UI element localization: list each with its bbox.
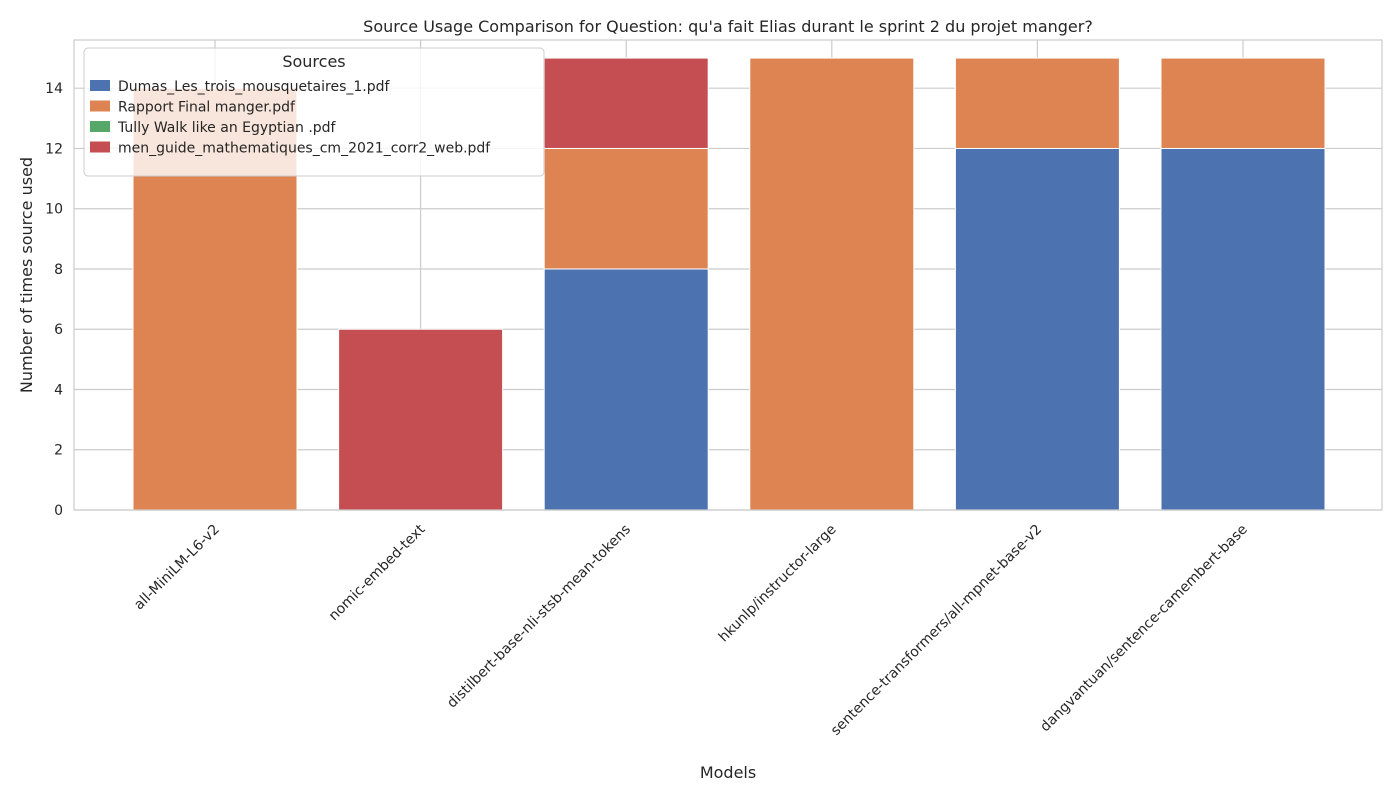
- y-tick-label: 12: [45, 141, 63, 157]
- legend-title: Sources: [282, 52, 345, 71]
- bar-segment: [749, 57, 915, 511]
- bar-segment: [954, 147, 1120, 511]
- plot-frame: [73, 39, 1383, 511]
- y-tick-label: 8: [54, 262, 63, 278]
- y-tick-labels: 0 2 4 6 8 10 12 14: [45, 81, 63, 519]
- legend-box: [83, 47, 545, 177]
- bar-segment: [1160, 147, 1326, 511]
- legend: Sources Dumas_Les_trois_mousquetaires_1.…: [83, 47, 545, 177]
- legend-swatch: [90, 80, 110, 91]
- y-axis-label: Number of times source used: [17, 157, 36, 393]
- legend-swatch: [90, 100, 110, 112]
- y-tick-label: 14: [45, 81, 63, 97]
- bar-segment: [338, 328, 504, 511]
- bar-segment: [1160, 57, 1326, 149]
- y-tick-label: 4: [54, 382, 63, 398]
- chart-title: Source Usage Comparison for Question: qu…: [363, 17, 1093, 36]
- y-tick-label: 6: [54, 322, 63, 338]
- legend-entry: Dumas_Les_trois_mousquetaires_1.pdf: [118, 79, 390, 95]
- bar-segment: [543, 268, 709, 511]
- legend-swatch: [90, 141, 110, 153]
- y-tick-label: 10: [45, 202, 63, 218]
- bar-segment: [543, 147, 709, 270]
- y-tick-label: 0: [54, 503, 63, 519]
- bar-segment: [954, 57, 1120, 149]
- legend-entry: men_guide_mathematiques_cm_2021_corr2_we…: [118, 141, 491, 157]
- legend-entry: Rapport Final manger.pdf: [118, 100, 296, 116]
- x-axis-label: Models: [700, 763, 756, 782]
- bar-segment: [543, 57, 709, 149]
- legend-entry: Tully Walk like an Egyptian .pdf: [117, 120, 337, 136]
- legend-swatch: [90, 121, 110, 132]
- y-tick-label: 2: [54, 443, 63, 459]
